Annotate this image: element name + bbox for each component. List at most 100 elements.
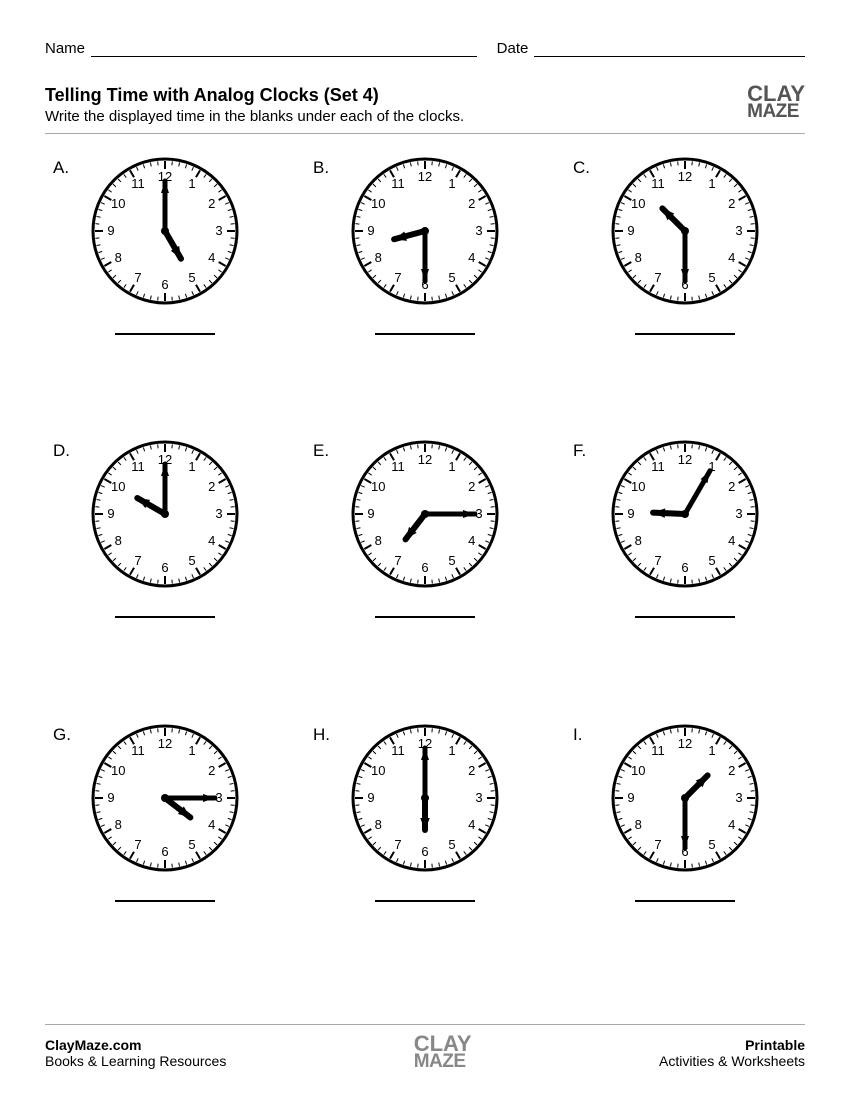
- svg-text:2: 2: [208, 196, 215, 211]
- clock-label: E.: [313, 441, 329, 461]
- svg-text:10: 10: [631, 479, 645, 494]
- svg-text:7: 7: [394, 270, 401, 285]
- svg-text:12: 12: [158, 736, 172, 751]
- svg-text:4: 4: [728, 817, 735, 832]
- svg-text:10: 10: [371, 763, 385, 778]
- svg-text:12: 12: [418, 452, 432, 467]
- answer-line[interactable]: [635, 333, 735, 335]
- answer-line[interactable]: [115, 333, 215, 335]
- clock-face-icon: 123456789101112: [610, 156, 760, 306]
- svg-text:9: 9: [627, 506, 634, 521]
- clock-grid: A.123456789101112B.123456789101112C.1234…: [45, 154, 805, 974]
- svg-text:7: 7: [134, 553, 141, 568]
- header-fields: Name Date: [45, 40, 805, 57]
- svg-text:4: 4: [208, 250, 215, 265]
- answer-line[interactable]: [375, 900, 475, 902]
- svg-text:8: 8: [115, 817, 122, 832]
- clock-face-icon: 123456789101112: [350, 439, 500, 589]
- clock-label: A.: [53, 158, 69, 178]
- svg-text:3: 3: [215, 223, 222, 238]
- svg-text:12: 12: [678, 452, 692, 467]
- clock-face-icon: 123456789101112: [350, 156, 500, 306]
- svg-text:2: 2: [728, 479, 735, 494]
- clock-label: D.: [53, 441, 70, 461]
- answer-line[interactable]: [635, 900, 735, 902]
- date-field[interactable]: Date: [497, 40, 805, 57]
- name-input-line[interactable]: [91, 41, 477, 57]
- svg-text:4: 4: [208, 533, 215, 548]
- svg-text:5: 5: [708, 270, 715, 285]
- svg-text:11: 11: [131, 460, 145, 475]
- footer-right-sub: Activities & Worksheets: [659, 1053, 805, 1069]
- svg-text:6: 6: [421, 844, 428, 859]
- svg-text:12: 12: [678, 736, 692, 751]
- svg-text:5: 5: [448, 553, 455, 568]
- svg-text:11: 11: [391, 460, 405, 475]
- logo-line2: MAZE: [747, 101, 799, 122]
- footer-right: Printable Activities & Worksheets: [659, 1037, 805, 1069]
- svg-text:3: 3: [475, 790, 482, 805]
- svg-text:11: 11: [651, 176, 665, 191]
- answer-line[interactable]: [115, 900, 215, 902]
- clock-wrap: 123456789101112: [610, 723, 760, 878]
- svg-text:9: 9: [627, 223, 634, 238]
- clock-cell: B.123456789101112: [305, 154, 545, 407]
- name-label: Name: [45, 40, 85, 57]
- svg-text:1: 1: [188, 460, 195, 475]
- clock-cell: A.123456789101112: [45, 154, 285, 407]
- svg-text:1: 1: [188, 743, 195, 758]
- svg-text:8: 8: [375, 817, 382, 832]
- clock-wrap: 123456789101112: [350, 723, 500, 878]
- svg-text:8: 8: [115, 250, 122, 265]
- name-field[interactable]: Name: [45, 40, 477, 57]
- clock-wrap: 123456789101112: [90, 723, 240, 878]
- svg-text:1: 1: [448, 460, 455, 475]
- clock-label: C.: [573, 158, 590, 178]
- svg-text:10: 10: [111, 479, 125, 494]
- answer-line[interactable]: [375, 333, 475, 335]
- date-label: Date: [497, 40, 529, 57]
- svg-text:5: 5: [188, 270, 195, 285]
- svg-text:8: 8: [635, 250, 642, 265]
- svg-text:10: 10: [111, 196, 125, 211]
- answer-line[interactable]: [635, 616, 735, 618]
- footer: ClayMaze.com Books & Learning Resources …: [45, 1024, 805, 1070]
- svg-text:5: 5: [448, 270, 455, 285]
- svg-text:2: 2: [208, 763, 215, 778]
- svg-text:3: 3: [735, 790, 742, 805]
- svg-text:6: 6: [161, 560, 168, 575]
- svg-text:6: 6: [421, 560, 428, 575]
- svg-text:6: 6: [681, 560, 688, 575]
- svg-text:12: 12: [678, 169, 692, 184]
- title-row: Telling Time with Analog Clocks (Set 4) …: [45, 85, 805, 125]
- svg-text:10: 10: [111, 763, 125, 778]
- footer-right-title: Printable: [659, 1037, 805, 1053]
- clock-cell: D.123456789101112: [45, 437, 285, 690]
- clock-face-icon: 123456789101112: [610, 439, 760, 589]
- svg-text:4: 4: [468, 250, 475, 265]
- answer-line[interactable]: [375, 616, 475, 618]
- clock-label: G.: [53, 725, 71, 745]
- svg-text:8: 8: [635, 817, 642, 832]
- svg-text:6: 6: [161, 844, 168, 859]
- svg-text:10: 10: [371, 196, 385, 211]
- svg-text:12: 12: [418, 169, 432, 184]
- svg-text:2: 2: [208, 479, 215, 494]
- svg-text:10: 10: [631, 763, 645, 778]
- svg-text:11: 11: [391, 743, 405, 758]
- svg-text:7: 7: [394, 553, 401, 568]
- svg-text:9: 9: [627, 790, 634, 805]
- logo-top: CLAY MAZE: [747, 85, 805, 120]
- svg-text:9: 9: [107, 223, 114, 238]
- svg-text:9: 9: [367, 790, 374, 805]
- svg-text:1: 1: [188, 176, 195, 191]
- clock-cell: G.123456789101112: [45, 721, 285, 974]
- svg-text:3: 3: [215, 506, 222, 521]
- svg-text:5: 5: [708, 553, 715, 568]
- footer-left-sub: Books & Learning Resources: [45, 1053, 226, 1069]
- separator-bottom: [45, 1024, 805, 1025]
- date-input-line[interactable]: [534, 41, 805, 57]
- svg-text:4: 4: [728, 250, 735, 265]
- answer-line[interactable]: [115, 616, 215, 618]
- clock-wrap: 123456789101112: [350, 439, 500, 594]
